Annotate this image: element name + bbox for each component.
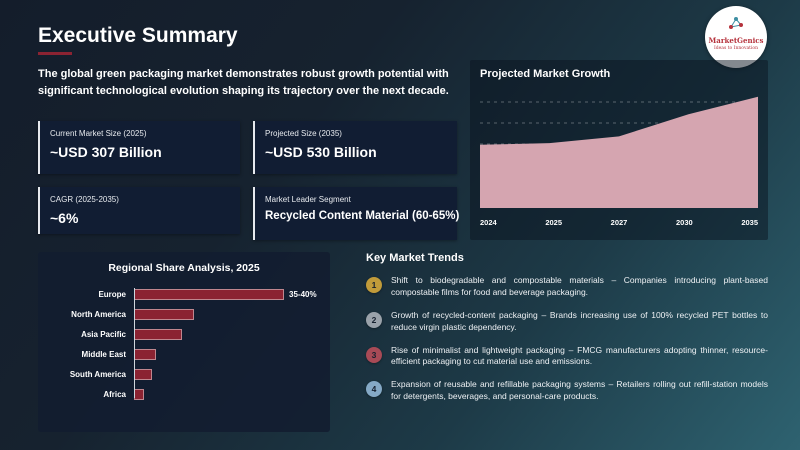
bar-row: Asia Pacific [46, 328, 322, 340]
x-axis-label: 2025 [545, 218, 563, 227]
bar [134, 288, 284, 300]
growth-panel: Projected Market Growth 2024 2025 2027 2030… [470, 60, 768, 240]
stat-label: Current Market Size (2025) [50, 129, 147, 138]
trend-text: Shift to biodegradable and compostable m… [391, 275, 768, 297]
stat-value: ~USD 530 Billion [265, 144, 377, 160]
title-underline [38, 52, 72, 55]
trend-text: Expansion of reusable and refillable pac… [391, 379, 768, 402]
trend-item: 1 Shift to biodegradable and compostable… [366, 275, 768, 299]
stat-value: ~6% [50, 210, 79, 226]
growth-area-chart [480, 96, 758, 208]
trends-section: Key Market Trends 1 Shift to biodegradab… [366, 252, 768, 414]
x-axis-label: 2030 [675, 218, 693, 227]
bar-label: South America [69, 369, 126, 379]
bar-row: Europe 35-40% [46, 288, 322, 300]
trend-item: 2 Growth of recycled-content packaging –… [366, 310, 768, 334]
bar-row: North America [46, 308, 322, 320]
stat-card-cagr: CAGR (2025-2035) ~6% [38, 187, 240, 234]
page-title: Executive Summary [38, 24, 238, 47]
trend-item: 3 Rise of minimalist and lightweight pac… [366, 345, 768, 369]
regional-bars: Europe 35-40% North America Asia Pacific Mid… [46, 288, 322, 400]
regional-panel: Regional Share Analysis, 2025 Europe 35-4… [38, 252, 330, 432]
trend-number-badge: 1 [366, 277, 382, 293]
molecule-icon [729, 17, 743, 29]
growth-x-axis: 2024 2025 2027 2030 2035 [480, 218, 758, 227]
bar [134, 388, 144, 400]
logo-name: MarketGenics [708, 36, 764, 45]
bar-value-label: 35-40% [289, 289, 317, 299]
trends-title: Key Market Trends [366, 252, 464, 264]
bar-label: Asia Pacific [81, 329, 126, 339]
bar [134, 348, 156, 360]
trend-number-badge: 4 [366, 381, 382, 398]
bar-label: Africa [103, 389, 126, 399]
bar [134, 328, 182, 340]
bar-row: South America [46, 368, 322, 380]
bar-row: Africa [46, 388, 322, 400]
stat-card-market-leader: Market Leader Segment Recycled Content M… [253, 187, 460, 240]
intro-text: The global green packaging market demons… [38, 68, 449, 98]
bar-row: Middle East [46, 348, 322, 360]
bar-axis-line [134, 288, 135, 398]
x-axis-label: 2035 [741, 218, 758, 227]
trend-text: Rise of minimalist and lightweight packa… [391, 344, 768, 367]
bar-label: Middle East [81, 349, 126, 359]
logo: MarketGenics Ideas to Innovation [705, 6, 767, 68]
stat-label: Market Leader Segment [265, 195, 351, 204]
bar [134, 368, 152, 380]
stat-label: Projected Size (2035) [265, 129, 342, 138]
stat-card-projected-size: Projected Size (2035) ~USD 530 Billion [253, 121, 457, 174]
bar-label: Europe [98, 289, 126, 299]
x-axis-label: 2027 [610, 218, 628, 227]
bar [134, 308, 194, 320]
stat-label: CAGR (2025-2035) [50, 195, 119, 204]
trend-text: Growth of recycled-content packaging – B… [391, 309, 768, 332]
x-axis-label: 2024 [480, 218, 497, 227]
trend-number-badge: 2 [366, 311, 382, 328]
bar-label: North America [71, 309, 126, 319]
stat-card-current-market-size: Current Market Size (2025) ~USD 307 Bill… [38, 121, 240, 174]
logo-tagline: Ideas to Innovation [713, 46, 759, 51]
trend-item: 4 Expansion of reusable and refillable p… [366, 379, 768, 403]
stat-value: ~USD 307 Billion [50, 144, 162, 160]
regional-chart-title: Regional Share Analysis, 2025 [108, 262, 260, 274]
growth-chart-title: Projected Market Growth [480, 68, 611, 80]
stat-value: Recycled Content Material (60-65%) [265, 210, 460, 222]
trend-number-badge: 3 [366, 346, 382, 363]
